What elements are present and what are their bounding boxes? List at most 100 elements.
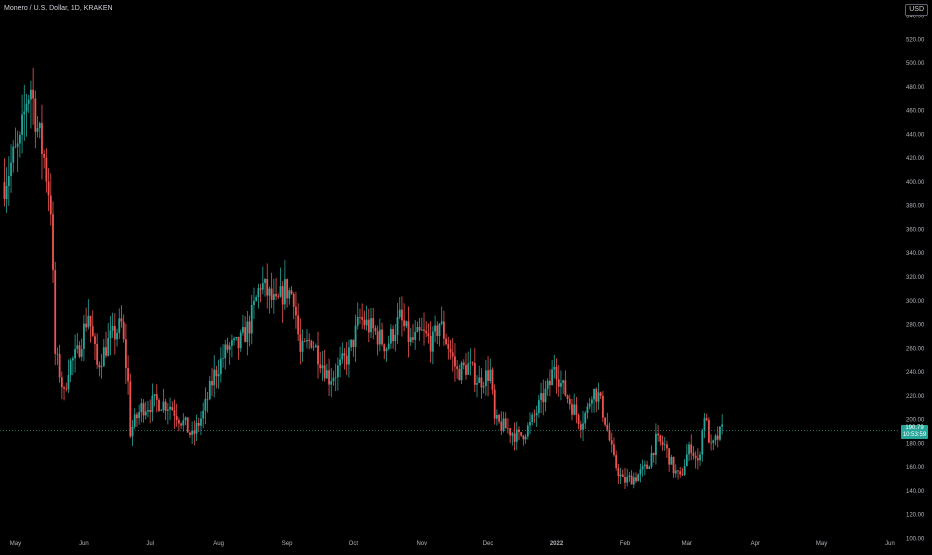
candle-body — [504, 418, 507, 429]
candle-body — [120, 318, 123, 322]
candle-body — [142, 403, 145, 416]
candle-body — [162, 401, 165, 411]
candle-body — [586, 406, 589, 414]
symbol-title: Monero / U.S. Dollar, 1D, KRAKEN — [4, 5, 113, 12]
candle-body — [124, 339, 127, 369]
candle-body — [365, 319, 368, 326]
candle-body — [412, 337, 414, 340]
time-tick-label: Jul — [146, 541, 154, 547]
candle-body — [312, 347, 315, 348]
candle-body — [409, 337, 412, 343]
candle-body — [356, 317, 359, 326]
candle-body — [716, 435, 719, 440]
candle-body — [396, 317, 399, 335]
candle-body — [237, 336, 240, 349]
candle-body — [719, 426, 721, 440]
candle-body — [370, 318, 372, 333]
candle-body — [354, 325, 357, 347]
candle-body — [136, 414, 138, 419]
price-tick-label: 520.00 — [906, 37, 925, 43]
candle-body — [281, 286, 284, 305]
candle-body — [531, 414, 534, 422]
price-tick-label: 360.00 — [906, 227, 925, 233]
candle-body — [89, 315, 92, 327]
price-axis[interactable]: 100.00 120.00 140.00 160.00 180.00 200.00 220.… — [906, 14, 925, 543]
candle-body — [49, 195, 52, 215]
candle-body — [222, 358, 224, 359]
candle-body — [138, 412, 141, 419]
candle-body — [652, 452, 655, 456]
candle-body — [595, 388, 598, 402]
candle-body — [454, 356, 456, 367]
candle-body — [476, 382, 478, 385]
candle-body — [708, 419, 710, 443]
price-tick-label: 240.00 — [906, 370, 925, 376]
candle-body — [109, 330, 112, 339]
candle-body — [332, 377, 335, 382]
candle-body — [334, 377, 337, 378]
candle-body — [41, 123, 43, 154]
candle-body — [621, 474, 624, 477]
candle-body — [566, 395, 569, 399]
price-tick-label: 120.00 — [906, 513, 925, 519]
candle-body — [630, 475, 633, 485]
candle-body — [208, 381, 211, 400]
time-axis[interactable]: May Jun Jul Aug Sep Oct Nov Dec 2022 Feb Mar Apr May… — [10, 541, 895, 547]
candle-body — [325, 370, 328, 379]
candle-body — [381, 329, 383, 345]
candle-body — [230, 340, 233, 346]
candle-body — [91, 326, 94, 337]
candle-body — [677, 470, 679, 472]
candle-body — [431, 331, 434, 352]
candle-body — [330, 381, 333, 385]
price-tick-label: 440.00 — [906, 132, 925, 138]
candle-body — [487, 370, 489, 381]
candle-body — [606, 424, 609, 430]
candle-body — [47, 181, 50, 196]
candle-body — [169, 406, 171, 410]
candle-body — [624, 476, 626, 483]
candle-body — [217, 374, 220, 377]
candle-body — [681, 474, 684, 476]
candle-body — [301, 340, 304, 352]
candle-body — [445, 338, 448, 345]
candle-body — [666, 444, 668, 449]
candle-body — [685, 454, 688, 467]
candle-body — [564, 380, 567, 396]
candle-body — [460, 362, 463, 381]
candle-body — [522, 435, 525, 440]
candle-body — [418, 326, 421, 331]
candle-body — [721, 424, 724, 427]
candle-body — [160, 410, 163, 411]
candle-body — [14, 146, 17, 148]
candle-body — [544, 388, 547, 403]
candle-body — [515, 429, 518, 442]
candle-body — [10, 162, 12, 177]
candle-body — [502, 418, 505, 431]
time-tick-label: Aug — [213, 541, 224, 547]
candle-body — [526, 425, 529, 437]
candle-body — [153, 394, 156, 396]
candle-body — [427, 333, 430, 337]
candle-body — [149, 409, 152, 413]
candle-body — [546, 380, 549, 389]
candle-body — [226, 344, 229, 350]
candle-body — [602, 395, 604, 418]
time-tick-label: May — [10, 541, 21, 547]
candle-body — [597, 392, 600, 402]
candle-body — [619, 474, 622, 477]
candle-body — [182, 420, 185, 426]
candle-body — [213, 369, 216, 386]
candle-body — [688, 444, 690, 455]
candle-body — [555, 366, 558, 380]
candle-body — [299, 334, 302, 352]
currency-button[interactable]: USD — [905, 4, 928, 16]
price-tick-label: 320.00 — [906, 275, 925, 281]
candle-body — [425, 330, 428, 334]
candle-body — [398, 309, 401, 318]
candle-body — [12, 146, 15, 163]
candle-body — [98, 364, 101, 368]
